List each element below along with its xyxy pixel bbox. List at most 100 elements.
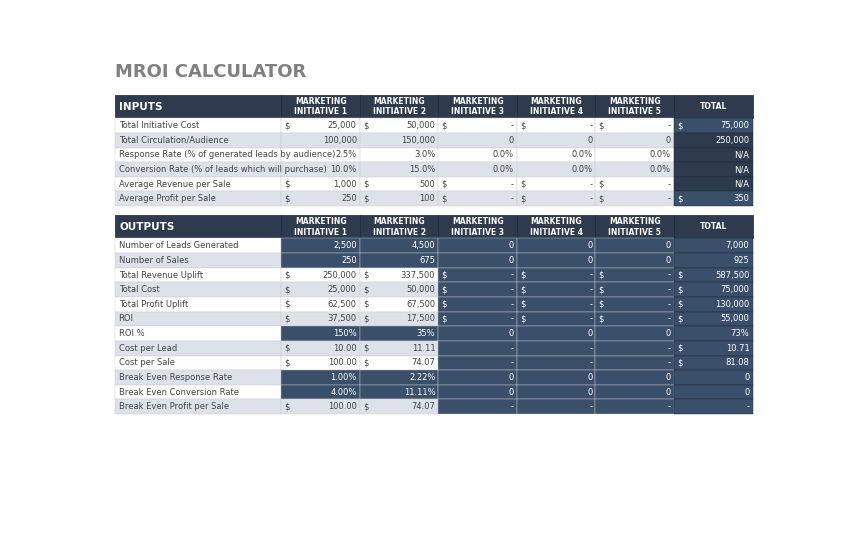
Bar — [595, 268, 674, 282]
Text: $: $ — [677, 358, 683, 367]
Bar — [115, 238, 282, 253]
Text: 15.0%: 15.0% — [409, 165, 435, 174]
Text: 0: 0 — [508, 373, 513, 382]
Text: 10.0%: 10.0% — [330, 165, 357, 174]
Text: 25,000: 25,000 — [328, 285, 357, 294]
Text: -: - — [668, 285, 671, 294]
Bar — [360, 133, 438, 148]
Text: $: $ — [520, 271, 525, 280]
Text: $: $ — [363, 285, 368, 294]
Text: 0: 0 — [666, 136, 671, 145]
Text: $: $ — [284, 300, 290, 309]
Text: 25,000: 25,000 — [328, 121, 357, 130]
Text: -: - — [511, 121, 513, 130]
Bar — [282, 384, 360, 400]
Text: 0: 0 — [666, 388, 671, 397]
Text: 150,000: 150,000 — [401, 136, 435, 145]
Bar — [360, 253, 438, 268]
Text: MARKETING
INITIATIVE 1: MARKETING INITIATIVE 1 — [294, 217, 347, 237]
Bar — [360, 192, 438, 206]
Bar — [282, 253, 360, 268]
Text: Average Profit per Sale: Average Profit per Sale — [119, 194, 216, 204]
Bar — [115, 162, 282, 177]
Text: $: $ — [599, 315, 604, 323]
Bar — [595, 341, 674, 355]
Text: 37,500: 37,500 — [328, 315, 357, 323]
Bar — [438, 297, 517, 311]
Bar — [438, 282, 517, 297]
Text: 4,500: 4,500 — [411, 241, 435, 250]
Text: $: $ — [284, 271, 290, 280]
Text: $: $ — [442, 315, 447, 323]
Text: $: $ — [284, 358, 290, 367]
Bar — [438, 162, 517, 177]
Text: 100.00: 100.00 — [328, 358, 357, 367]
Text: 2.5%: 2.5% — [336, 150, 357, 159]
Text: Break Even Profit per Sale: Break Even Profit per Sale — [119, 402, 228, 411]
Text: $: $ — [363, 344, 368, 353]
Bar — [674, 95, 753, 118]
Text: $: $ — [284, 344, 290, 353]
Bar — [674, 282, 753, 297]
Text: -: - — [589, 180, 593, 188]
Text: 10.71: 10.71 — [726, 344, 749, 353]
Bar — [438, 148, 517, 162]
Text: $: $ — [284, 194, 290, 204]
Bar — [595, 177, 674, 192]
Text: $: $ — [363, 315, 368, 323]
Text: -: - — [668, 315, 671, 323]
Bar — [595, 192, 674, 206]
Bar — [595, 133, 674, 148]
Bar — [115, 95, 282, 118]
Text: 0.0%: 0.0% — [492, 165, 513, 174]
Text: -: - — [511, 271, 513, 280]
Bar — [282, 355, 360, 370]
Bar — [517, 215, 595, 238]
Bar — [595, 118, 674, 133]
Text: $: $ — [677, 271, 683, 280]
Text: $: $ — [363, 300, 368, 309]
Bar — [115, 311, 282, 326]
Bar — [282, 341, 360, 355]
Text: $: $ — [284, 402, 290, 411]
Bar — [595, 370, 674, 384]
Text: INPUTS: INPUTS — [120, 102, 163, 112]
Bar — [517, 268, 595, 282]
Bar — [674, 355, 753, 370]
Text: 250: 250 — [341, 256, 357, 265]
Bar — [517, 238, 595, 253]
Text: 11.11: 11.11 — [411, 344, 435, 353]
Text: 337,500: 337,500 — [400, 271, 435, 280]
Bar — [674, 326, 753, 341]
Bar — [438, 268, 517, 282]
Text: $: $ — [284, 285, 290, 294]
Text: Total Initiative Cost: Total Initiative Cost — [119, 121, 199, 130]
Bar — [360, 370, 438, 384]
Bar — [517, 192, 595, 206]
Text: $: $ — [363, 180, 368, 188]
Text: $: $ — [363, 194, 368, 204]
Bar — [595, 253, 674, 268]
Bar — [595, 148, 674, 162]
Text: Break Even Conversion Rate: Break Even Conversion Rate — [119, 388, 239, 397]
Text: 0: 0 — [587, 388, 593, 397]
Bar — [674, 400, 753, 414]
Text: 17,500: 17,500 — [406, 315, 435, 323]
Text: 2.22%: 2.22% — [409, 373, 435, 382]
Bar — [517, 148, 595, 162]
Text: 35%: 35% — [416, 329, 435, 338]
Text: 100,000: 100,000 — [323, 136, 357, 145]
Text: 587,500: 587,500 — [715, 271, 749, 280]
Bar — [282, 400, 360, 414]
Bar — [438, 177, 517, 192]
Bar — [674, 133, 753, 148]
Text: MARKETING
INITIATIVE 1: MARKETING INITIATIVE 1 — [294, 97, 347, 117]
Text: Conversion Rate (% of leads which will purchase): Conversion Rate (% of leads which will p… — [119, 165, 326, 174]
Text: 250,000: 250,000 — [323, 271, 357, 280]
Text: MARKETING
INITIATIVE 5: MARKETING INITIATIVE 5 — [609, 217, 661, 237]
Bar — [282, 268, 360, 282]
Text: -: - — [746, 402, 749, 411]
Bar — [115, 370, 282, 384]
Text: -: - — [668, 271, 671, 280]
Text: $: $ — [520, 315, 525, 323]
